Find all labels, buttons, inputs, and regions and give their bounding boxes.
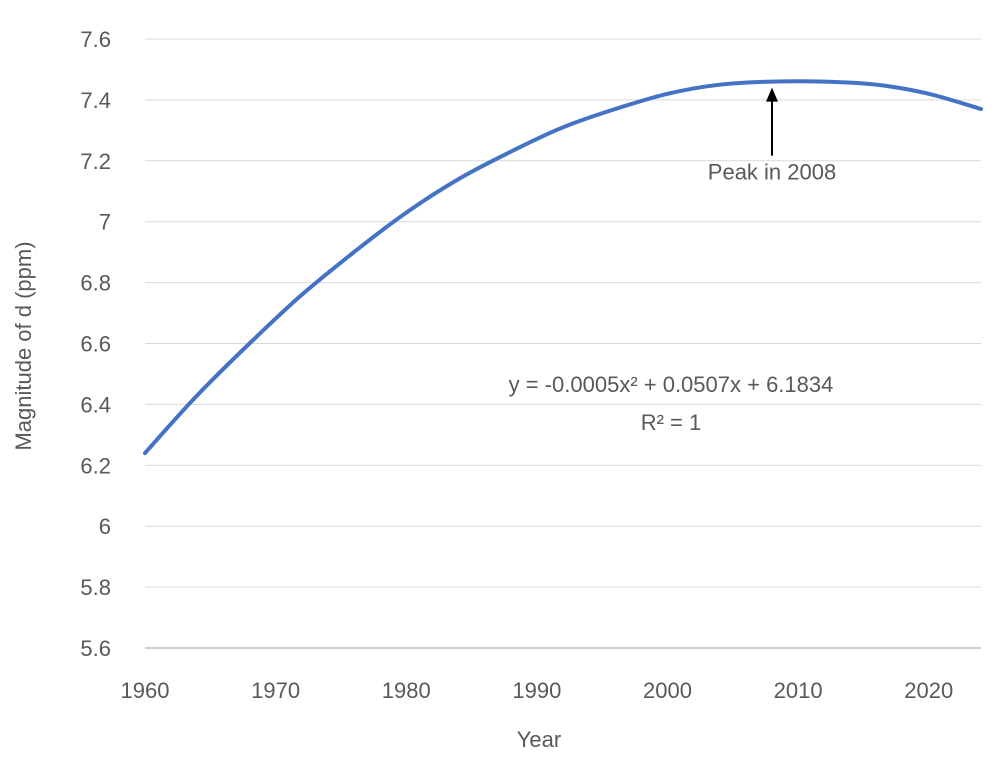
y-tick-label: 5.6 (80, 636, 111, 661)
y-tick-label: 6.4 (80, 392, 111, 417)
peak-arrow-head (766, 87, 778, 102)
x-ticks: 1960 1970 1980 1990 2000 2010 2020 (121, 678, 954, 703)
y-tick-label: 7.6 (80, 27, 111, 52)
y-tick-label: 5.8 (80, 575, 111, 600)
y-tick-label: 7.2 (80, 149, 111, 174)
x-tick-label: 2010 (774, 678, 823, 703)
series-line (143, 79, 983, 456)
y-ticks: 5.6 5.8 6 6.2 6.4 6.6 6.8 7 7.2 7.4 7.6 (80, 27, 111, 661)
x-tick-label: 1980 (382, 678, 431, 703)
r-squared-label: R² = 1 (641, 410, 702, 435)
x-tick-label: 2000 (643, 678, 692, 703)
x-axis-title: Year (517, 727, 561, 752)
y-tick-label: 7.4 (80, 88, 111, 113)
trendline-equation: y = -0.0005x² + 0.0507x + 6.1834 (509, 372, 834, 397)
y-tick-label: 6.8 (80, 271, 111, 296)
x-tick-label: 1970 (251, 678, 300, 703)
x-tick-label: 1960 (121, 678, 170, 703)
y-tick-label: 6.6 (80, 332, 111, 357)
y-tick-label: 6 (99, 514, 111, 539)
y-tick-label: 7 (99, 210, 111, 235)
peak-annotation: Peak in 2008 (708, 87, 836, 185)
peak-label: Peak in 2008 (708, 160, 836, 185)
y-tick-label: 6.2 (80, 453, 111, 478)
grid (145, 38, 981, 588)
x-tick-label: 1990 (512, 678, 561, 703)
series (143, 79, 983, 456)
x-tick-label: 2020 (904, 678, 953, 703)
y-axis-title: Magnitude of d (ppm) (11, 241, 36, 450)
